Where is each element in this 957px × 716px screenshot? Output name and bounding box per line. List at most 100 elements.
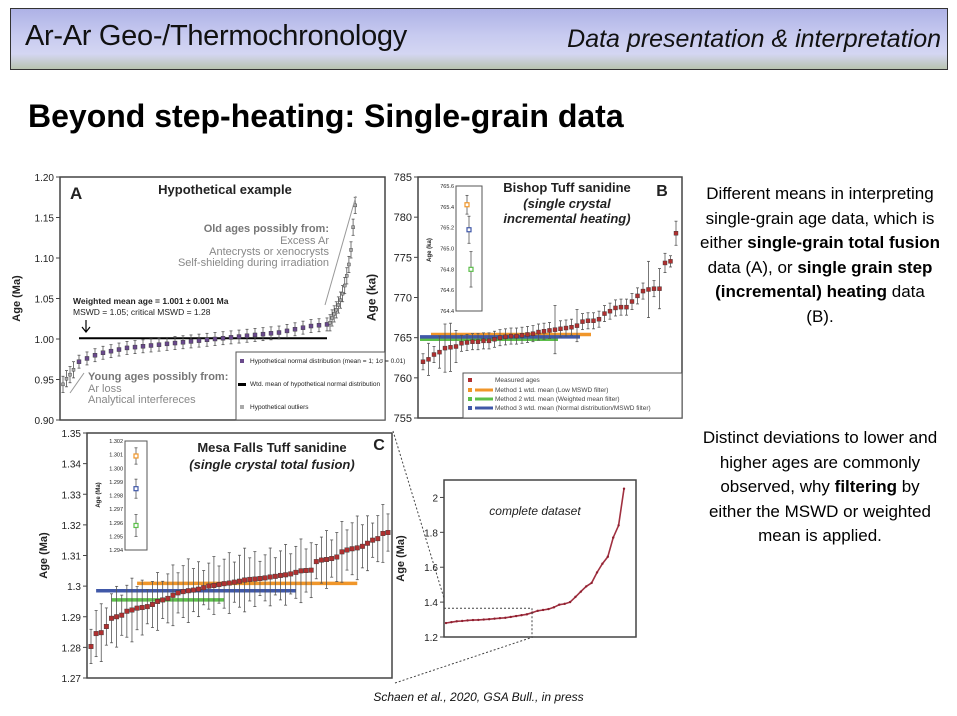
data-point: [119, 612, 125, 618]
data-point: [590, 581, 593, 585]
data-point: [212, 336, 218, 342]
data-point: [211, 583, 217, 588]
data-point: [318, 557, 324, 563]
y-tick-label: 780: [394, 212, 412, 224]
inset-marker: [466, 227, 472, 233]
y-tick-label: 755: [394, 413, 412, 425]
data-point: [365, 540, 370, 546]
data-point: [132, 344, 138, 350]
data-point: [470, 339, 475, 344]
data-point: [607, 308, 613, 314]
data-point: [612, 536, 615, 539]
data-point: [466, 619, 469, 622]
data-point: [606, 555, 610, 558]
data-point: [646, 287, 651, 292]
y-tick-label: 1.28: [62, 643, 82, 654]
legend-label: Measured ages: [495, 377, 541, 384]
inset-tick-label: 765.6: [440, 184, 454, 190]
data-point: [497, 335, 503, 340]
side-text-segment: Distinct deviations to lower and higher …: [702, 428, 938, 496]
y-tick-label: 1.31: [62, 552, 82, 563]
data-point: [459, 341, 464, 346]
data-point: [242, 577, 248, 583]
data-point: [668, 259, 673, 264]
old-ages-reason: Excess Ar: [280, 235, 329, 247]
legend-label: Method 1 wtd. mean (Low MSWD filter): [495, 387, 608, 394]
outlier-point: [64, 376, 69, 381]
data-point: [188, 339, 194, 344]
old-ages-reason: Self-shielding during irradiation: [178, 257, 329, 269]
chart-title: Hypothetical example: [158, 182, 292, 197]
data-point: [165, 595, 171, 601]
data-point: [493, 617, 496, 620]
data-point: [175, 590, 181, 596]
data-point: [124, 608, 130, 614]
data-point: [339, 549, 345, 555]
data-point: [460, 619, 464, 623]
chart-subtitle: (single crystal total fusion): [189, 457, 354, 472]
data-point: [124, 345, 130, 351]
data-point: [267, 574, 273, 580]
data-point: [464, 340, 470, 345]
data-point: [100, 350, 106, 355]
side-text-segment: by either the MSWD or weighted mean is a…: [708, 477, 932, 545]
chart-annotation: complete dataset: [489, 504, 581, 518]
side-text-segment: filtering: [834, 477, 897, 496]
data-point: [257, 576, 263, 581]
data-point: [437, 349, 442, 355]
outlier-point: [61, 382, 65, 387]
panel-label: C: [373, 437, 385, 454]
legend-label: Hypothetical outliers: [250, 404, 309, 411]
y-tick-label: 775: [394, 252, 412, 264]
old-ages-heading: Old ages possibly from:: [204, 223, 329, 235]
data-point: [613, 305, 618, 311]
data-point: [185, 588, 191, 594]
data-point: [329, 556, 335, 562]
inset-marker: [468, 266, 474, 272]
data-point: [114, 614, 120, 620]
data-point: [228, 335, 234, 340]
data-point: [92, 353, 98, 358]
y-tick-label: 1.33: [62, 490, 82, 501]
inset-point-blue: [466, 227, 472, 232]
data-point: [308, 567, 314, 573]
outlier-point: [328, 321, 332, 325]
data-point: [617, 524, 620, 527]
data-point: [601, 562, 604, 565]
data-point: [444, 621, 448, 625]
outlier-point: [343, 283, 347, 288]
inset-axis-label: Age (ka): [427, 238, 433, 262]
data-point: [148, 343, 154, 348]
outlier-point: [338, 298, 343, 302]
data-point: [144, 604, 150, 610]
data-point: [236, 334, 242, 339]
inset-tick-label: 1.301: [109, 453, 123, 459]
data-point: [563, 602, 566, 606]
data-point: [662, 260, 668, 266]
data-point: [640, 288, 646, 294]
data-point: [160, 597, 166, 603]
data-point: [180, 589, 186, 595]
young-ages-heading: Young ages possibly from:: [88, 371, 228, 383]
data-point: [180, 340, 186, 345]
y-axis-label: Age (Ma): [38, 532, 50, 579]
y-tick-label: 1.20: [35, 173, 55, 184]
zoom-connector-line: [392, 430, 448, 609]
data-point: [216, 582, 222, 588]
outlier-point: [351, 225, 355, 229]
data-point: [486, 338, 492, 344]
data-point: [509, 615, 512, 619]
y-axis-label: Age (Ma): [395, 535, 407, 582]
chart-title: Mesa Falls Tuff sanidine: [197, 440, 346, 455]
arrow-icon: [81, 320, 91, 333]
inset-marker: [133, 522, 139, 529]
data-point: [221, 581, 227, 587]
weighted-mean-annotation: Weighted mean age = 1.001 ± 0.001 Ma: [73, 296, 229, 306]
data-point: [591, 318, 596, 323]
inset-tick-label: 765.2: [440, 226, 454, 232]
young-ages-reason: Analytical interfereces: [88, 394, 196, 406]
data-point: [580, 319, 585, 324]
zoom-connector-line: [394, 636, 534, 684]
data-point: [262, 575, 268, 581]
data-point: [359, 543, 365, 549]
